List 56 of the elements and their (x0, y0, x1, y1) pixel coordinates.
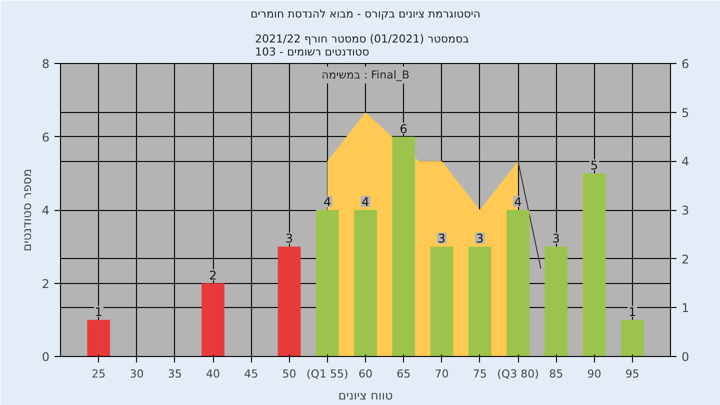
x-tick-label: (Q3 80) (497, 368, 539, 380)
data-label: 1 (628, 304, 636, 319)
y-axis-title: מספר סטודנטים (20, 168, 34, 252)
data-label: 4 (514, 195, 522, 209)
x-tick-label: 50 (282, 368, 296, 380)
bar (87, 320, 110, 356)
data-label: 3 (552, 232, 560, 246)
data-label: 3 (285, 232, 294, 246)
x-tick-label: 25 (92, 368, 106, 380)
y2-tick-label: 3 (682, 204, 690, 218)
bar (506, 210, 530, 356)
y2-tick-label: 5 (682, 106, 690, 120)
data-label: 4 (324, 195, 332, 209)
bar (430, 246, 454, 356)
x-tick-label: (Q1 55) (306, 368, 348, 380)
y2-tick-label: 1 (682, 301, 690, 316)
bar (354, 210, 377, 356)
x-tick-label: 95 (625, 368, 640, 380)
y2-tick-label: 2 (682, 252, 690, 266)
bar (392, 136, 416, 356)
annotation: במשימה : Final_B (322, 68, 410, 82)
x-tick-label: 75 (472, 368, 487, 380)
bar (544, 246, 568, 356)
y-tick-label: 0 (42, 350, 50, 364)
y-tick-label: 2 (42, 276, 50, 291)
data-label: 5 (590, 158, 598, 172)
bar (468, 246, 492, 356)
x-tick-label: 85 (549, 368, 564, 380)
chart-title: היסטוגרמת ציונים בקורס - מבוא להנדסת חומרים (250, 8, 480, 20)
bar (582, 173, 606, 356)
data-label: 3 (476, 232, 484, 246)
x-tick-label: 70 (434, 368, 449, 380)
y-tick-label: 6 (42, 130, 50, 144)
y-tick-label: 8 (42, 57, 50, 71)
y-tick-label: 4 (42, 204, 50, 218)
y2-tick-label: 6 (682, 57, 690, 71)
x-tick-label: 65 (396, 368, 411, 380)
data-label: 2 (209, 268, 217, 282)
data-label: 4 (362, 195, 370, 209)
x-tick-label: 40 (206, 368, 220, 380)
bar (202, 283, 224, 356)
data-label: 1 (94, 304, 102, 319)
x-tick-label: 90 (587, 368, 602, 380)
x-tick-label: 60 (358, 368, 372, 380)
bar (278, 246, 301, 356)
bar (620, 320, 644, 356)
data-label: 3 (438, 232, 446, 246)
bar (316, 210, 339, 356)
y2-tick-label: 4 (682, 154, 690, 169)
data-label: 6 (400, 122, 408, 136)
x-tick-label: 35 (168, 368, 182, 380)
chart-subtitle: בסמסטר (01/2021) סמסטר חורף 2021/22 סטודנטים רשומים - 103 (255, 32, 470, 58)
y2-tick-label: 0 (682, 350, 690, 364)
x-tick-label: 45 (244, 368, 258, 380)
x-axis-title: טווח ציונים (338, 388, 393, 402)
x-tick-label: 30 (130, 368, 144, 380)
